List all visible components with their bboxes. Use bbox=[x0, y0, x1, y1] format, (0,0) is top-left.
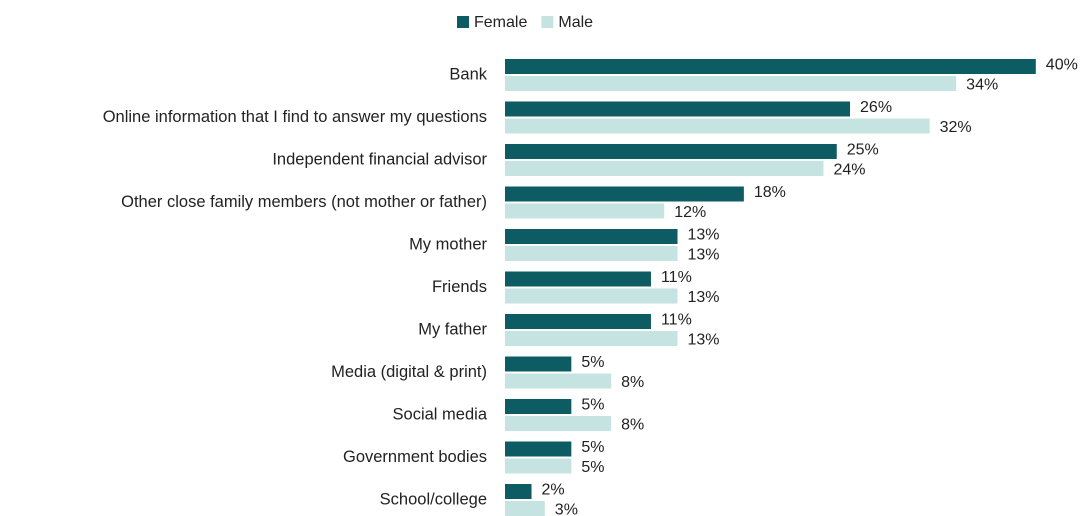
bar bbox=[505, 314, 651, 329]
value-label: 13% bbox=[688, 227, 720, 244]
bar bbox=[505, 161, 824, 176]
bar bbox=[505, 203, 665, 219]
category-label: Government bodies bbox=[343, 448, 487, 466]
value-label: 18% bbox=[754, 184, 786, 201]
bar bbox=[505, 59, 1036, 74]
bar bbox=[505, 288, 678, 304]
bar bbox=[505, 416, 612, 431]
value-label: 2% bbox=[542, 482, 565, 499]
value-label: 5% bbox=[581, 397, 604, 414]
category-label: Online information that I find to answer… bbox=[103, 108, 487, 126]
bar bbox=[505, 246, 678, 261]
bar bbox=[505, 356, 572, 372]
value-label: 13% bbox=[688, 247, 720, 264]
value-label: 11% bbox=[661, 312, 692, 329]
category-label: School/college bbox=[380, 490, 487, 508]
value-label: 32% bbox=[940, 119, 972, 136]
value-label: 13% bbox=[688, 289, 720, 306]
bar bbox=[505, 76, 957, 91]
value-label: 24% bbox=[833, 162, 865, 179]
bar bbox=[505, 501, 545, 516]
bar bbox=[505, 441, 572, 457]
bar bbox=[505, 186, 744, 202]
value-label: 8% bbox=[621, 417, 644, 434]
value-label: 5% bbox=[581, 354, 604, 371]
bar bbox=[505, 399, 572, 414]
category-label: Independent financial advisor bbox=[272, 150, 487, 168]
bar bbox=[505, 229, 678, 244]
category-label: Friends bbox=[432, 278, 487, 296]
category-label: Media (digital & print) bbox=[331, 363, 487, 381]
legend-label: Male bbox=[558, 14, 593, 31]
value-label: 25% bbox=[847, 142, 879, 159]
value-label: 5% bbox=[581, 459, 604, 476]
value-label: 26% bbox=[860, 99, 892, 116]
bar bbox=[505, 373, 612, 389]
value-label: 40% bbox=[1046, 57, 1078, 74]
value-label: 13% bbox=[688, 332, 720, 349]
value-label: 12% bbox=[674, 204, 706, 221]
category-label: Other close family members (not mother o… bbox=[121, 193, 487, 211]
legend-label: Female bbox=[474, 14, 527, 31]
bar bbox=[505, 144, 837, 159]
bar bbox=[505, 331, 678, 346]
legend-swatch bbox=[541, 16, 554, 28]
category-label: My father bbox=[418, 320, 487, 338]
value-label: 34% bbox=[966, 77, 998, 94]
value-label: 11% bbox=[661, 269, 692, 286]
legend-swatch bbox=[457, 16, 469, 28]
value-label: 8% bbox=[621, 374, 644, 391]
category-label: Social media bbox=[393, 405, 488, 423]
bar bbox=[505, 101, 851, 117]
category-label: Bank bbox=[449, 65, 487, 83]
bar bbox=[505, 118, 930, 134]
bar bbox=[505, 484, 532, 499]
value-label: 3% bbox=[555, 502, 578, 516]
category-label: My mother bbox=[409, 235, 487, 253]
bar bbox=[505, 271, 651, 287]
bar bbox=[505, 458, 572, 474]
value-label: 5% bbox=[581, 439, 604, 456]
